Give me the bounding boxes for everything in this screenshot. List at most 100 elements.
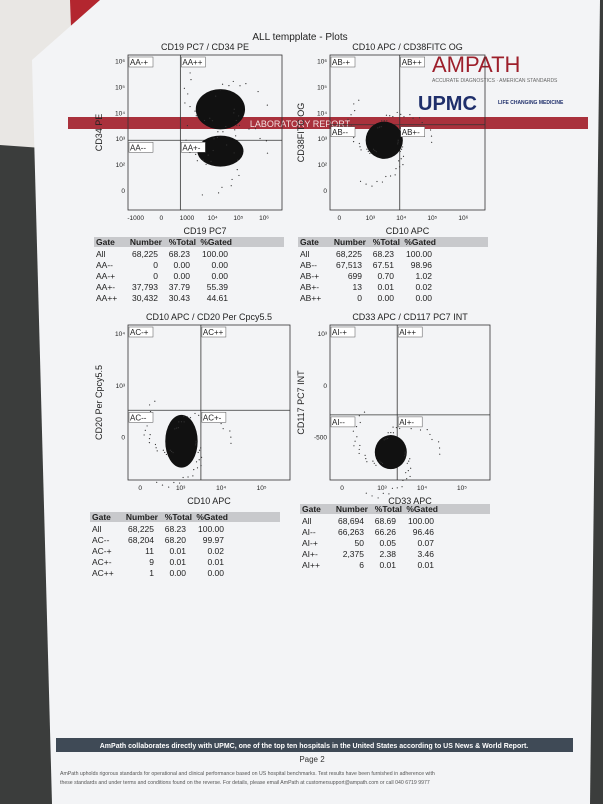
- table-cell: 68.69: [375, 516, 397, 526]
- x-tick-label: 10⁵: [427, 215, 437, 222]
- table-cell: 50: [355, 538, 365, 548]
- event-dot: [154, 400, 156, 402]
- table-cell: 100.00: [408, 516, 434, 526]
- event-dot: [381, 120, 383, 122]
- event-dot: [217, 131, 219, 133]
- event-dot: [201, 194, 203, 196]
- event-dot: [178, 482, 181, 484]
- event-dot: [397, 141, 399, 143]
- event-dot: [391, 487, 394, 489]
- event-dot: [231, 178, 233, 181]
- event-dot: [429, 433, 431, 436]
- x-tick-label: 10⁵: [233, 215, 243, 222]
- table-cell: 44.61: [207, 293, 229, 303]
- quadrant-label-box: [181, 142, 206, 153]
- event-dot: [350, 124, 352, 126]
- event-dot: [352, 140, 355, 143]
- x-tick-label: 10³: [377, 485, 387, 492]
- table-cell: 2.38: [379, 549, 396, 559]
- event-dot: [200, 456, 203, 458]
- event-dot: [203, 119, 206, 122]
- quadrant-label: AC-+: [130, 328, 149, 337]
- x-axis-label: CD10 APC: [187, 496, 231, 506]
- event-dot: [376, 180, 378, 183]
- event-dot: [419, 429, 422, 431]
- event-dot: [207, 154, 209, 156]
- quadrant-label: AB++: [402, 58, 422, 67]
- quadrant-label-box: [330, 326, 356, 338]
- event-dot: [192, 475, 194, 477]
- event-dot: [400, 113, 402, 115]
- quadrant-label-box: [400, 126, 425, 137]
- event-dot: [392, 116, 394, 118]
- event-dot: [431, 438, 433, 441]
- event-dot: [373, 462, 375, 464]
- event-dot: [168, 486, 170, 488]
- event-dot: [353, 136, 355, 139]
- plot-title: CD10 APC / CD20 Per Cpcy5.5: [146, 312, 272, 322]
- y-tick-label: 10⁵: [115, 84, 125, 91]
- event-dot: [148, 441, 151, 444]
- table-cell: AC-+: [92, 546, 112, 556]
- event-dot: [213, 138, 215, 140]
- quadrant-label: AB+-: [402, 128, 420, 137]
- event-dot: [375, 151, 377, 153]
- event-dot: [353, 103, 355, 105]
- table-cell: 0.02: [415, 282, 432, 292]
- quadrant-label-box: [397, 416, 423, 428]
- event-dot: [377, 497, 379, 499]
- table-cell: AC++: [92, 568, 114, 578]
- event-dot: [222, 131, 224, 133]
- event-dot: [236, 169, 238, 171]
- quadrant-label: AC--: [130, 413, 147, 422]
- event-dot: [350, 114, 352, 116]
- table-cell: 67,513: [336, 260, 362, 270]
- event-dot: [367, 150, 369, 153]
- table-cell: AI--: [302, 527, 316, 537]
- quadrant-label-box: [128, 412, 154, 423]
- banner-text: LABORATORY REPORT: [250, 119, 351, 129]
- table-cell: AB+-: [300, 282, 319, 292]
- table-cell: 30,432: [132, 293, 158, 303]
- event-dot: [365, 492, 367, 494]
- y-tick-label: 0: [121, 188, 125, 195]
- x-tick-label: 10⁵: [257, 485, 267, 492]
- table-header: Gate: [96, 237, 115, 247]
- table-cell: AB--: [300, 260, 317, 270]
- page-number: Page 2: [299, 755, 325, 764]
- y-tick-label: 0: [121, 435, 125, 442]
- table-cell: 0.01: [207, 557, 224, 567]
- event-dot: [363, 411, 366, 413]
- event-dot: [219, 89, 221, 91]
- table-cell: 0.01: [417, 560, 434, 570]
- event-dot: [237, 159, 239, 161]
- table-cell: 11: [145, 546, 154, 556]
- event-dot: [403, 116, 405, 118]
- table-cell: 0.00: [169, 568, 186, 578]
- event-dot: [171, 450, 173, 453]
- event-dot: [371, 495, 373, 497]
- plot-frame: [329, 54, 486, 211]
- event-dot: [429, 129, 432, 131]
- event-dot: [355, 426, 358, 428]
- event-dot: [183, 415, 185, 417]
- x-tick-label: 0: [340, 485, 344, 492]
- fine-print: AmPath upholds rigorous standards for op…: [60, 771, 435, 777]
- quadrant-label: AA++: [182, 58, 202, 67]
- event-dot: [371, 185, 373, 187]
- event-dot: [375, 464, 377, 466]
- table-cell: 0: [153, 260, 158, 270]
- table-cell: 0.01: [377, 282, 394, 292]
- event-dot: [230, 185, 232, 187]
- x-tick-label: 1000: [180, 215, 195, 222]
- event-dot: [149, 434, 151, 436]
- event-dot: [372, 460, 374, 462]
- x-axis-label: CD33 APC: [388, 496, 432, 506]
- event-dot: [259, 137, 261, 140]
- y-tick-label: 10⁶: [317, 59, 327, 66]
- event-dot: [194, 444, 197, 446]
- event-dot: [239, 85, 241, 87]
- table-cell: 0.00: [173, 271, 190, 281]
- event-dot: [347, 118, 349, 120]
